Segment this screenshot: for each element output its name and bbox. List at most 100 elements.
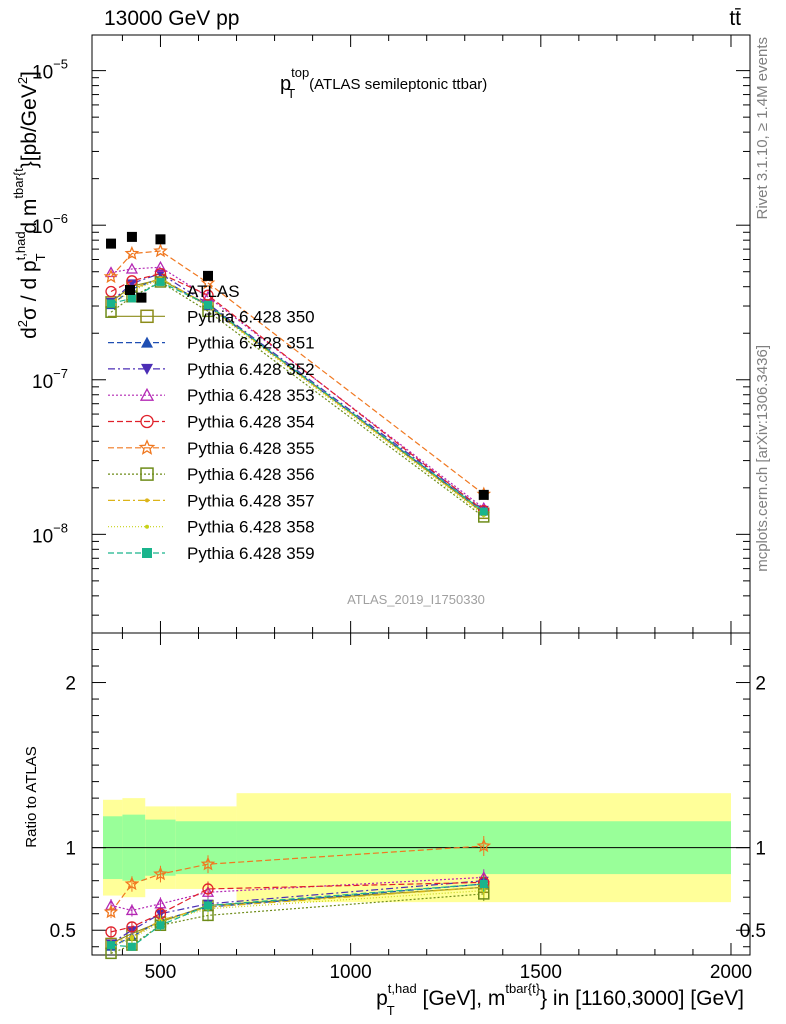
legend-label-1: Pythia 6.428 351 xyxy=(187,334,315,353)
mc-line-4 xyxy=(110,272,485,512)
ratio-tick-label-right: 1 xyxy=(755,839,766,860)
plot-title-sup: top xyxy=(291,65,309,80)
ratio-y-axis-label: Ratio to ATLAS xyxy=(23,746,40,847)
ratio-tick-label-left: 1 xyxy=(65,839,76,860)
mc-line-5 xyxy=(110,250,485,495)
ratio-plot-frame xyxy=(91,632,751,956)
mc-ratio-marker-9 xyxy=(479,879,488,888)
mc-ratio-marker-9 xyxy=(127,942,136,951)
legend-label-6: Pythia 6.428 356 xyxy=(187,465,315,484)
x-axis-label-end: } in [1160,3000] [GeV] xyxy=(540,987,744,1010)
y-tick-label: 10−7 xyxy=(32,366,68,393)
x-axis-label-mid: [GeV], m xyxy=(417,987,506,1010)
x-axis-label-sup: t,had xyxy=(388,981,417,996)
mc-marker-5 xyxy=(200,275,216,290)
legend-label-2: Pythia 6.428 352 xyxy=(187,360,315,379)
mc-ratio-marker-9 xyxy=(156,921,165,930)
legend-marker-0 xyxy=(140,309,154,324)
legend-marker-8 xyxy=(145,524,149,529)
mc-marker-9 xyxy=(156,277,165,286)
atlas-data-point xyxy=(136,292,147,303)
legend-marker-2 xyxy=(141,363,153,375)
mc-line-3 xyxy=(110,266,485,509)
x-axis-label: pt,had T [GeV], mtbar{t}} in [1160,3000] … xyxy=(376,981,744,1018)
mc-series-lines-ratio xyxy=(103,836,492,960)
legend-label-3: Pythia 6.428 353 xyxy=(187,386,315,405)
ratio-tick-label-left: 2 xyxy=(65,674,76,695)
legend-marker-atlas xyxy=(125,285,135,295)
atlas-data-point xyxy=(126,231,137,242)
y-tick-label: 10−6 xyxy=(32,211,68,238)
legend-marker-9 xyxy=(142,548,152,558)
mcplots-label: mcplots.cern.ch [arXiv:1306.3436] xyxy=(754,345,771,572)
atlas-data-point xyxy=(478,489,489,500)
legend-label-5: Pythia 6.428 355 xyxy=(187,439,315,458)
legend-label-7: Pythia 6.428 357 xyxy=(187,491,315,510)
x-axis-label-sup2: tbar{t} xyxy=(505,981,540,996)
x-tick-label: 1500 xyxy=(520,962,562,983)
mc-ratio-marker-5 xyxy=(153,866,168,881)
top-y-axis-ticks: 10−8 10−7 10−6 10−5 xyxy=(32,57,750,616)
x-tick-label: 500 xyxy=(145,962,177,983)
ratio-tick-label-right: 0.5 xyxy=(740,921,766,942)
mc-marker-4 xyxy=(202,289,214,301)
legend-label-8: Pythia 6.428 358 xyxy=(187,518,315,537)
mc-marker-9 xyxy=(127,294,136,303)
mc-ratio-marker-9 xyxy=(204,901,213,910)
plot-title-sub: T xyxy=(287,86,295,101)
x-axis-ticks: 500 1000 1500 2000 xyxy=(121,35,752,983)
mc-marker-9 xyxy=(479,507,488,516)
legend-marker-1 xyxy=(141,336,153,348)
legend-marker-3 xyxy=(139,387,155,401)
y-tick-label: 10−8 xyxy=(32,520,68,547)
mc-ratio-marker-5 xyxy=(103,904,119,919)
legend-marker-7 xyxy=(145,498,149,503)
plot-title: ptop T (ATLAS semileptonic ttbar) xyxy=(280,65,487,101)
mc-marker-9 xyxy=(107,299,116,308)
plot-title-rest: (ATLAS semileptonic ttbar) xyxy=(309,76,487,93)
mc-ratio-marker-3 xyxy=(125,904,139,916)
ratio-tick-label-right: 2 xyxy=(755,674,766,695)
mc-ratio-marker-4 xyxy=(202,883,214,895)
mc-marker-4 xyxy=(105,285,117,298)
mc-ratio-marker-5 xyxy=(200,856,216,871)
mc-marker-3 xyxy=(125,262,139,274)
mc-ratio-line-4 xyxy=(110,881,484,933)
top-y-axis-label: d2σ / d pt,had T d mtbar{t}[pb/GeV2] xyxy=(11,71,48,339)
mc-marker-5 xyxy=(124,245,140,260)
mc-ratio-line-2 xyxy=(110,880,484,944)
mc-line-6 xyxy=(110,281,485,518)
mc-marker-5 xyxy=(103,269,119,284)
x-axis-label-sub: T xyxy=(387,1003,395,1018)
legend-marker-6 xyxy=(140,467,154,481)
atlas-data-points xyxy=(106,231,489,500)
mc-ratio-marker-9 xyxy=(107,941,116,950)
mc-ratio-marker-5 xyxy=(124,876,140,891)
atlas-data-point xyxy=(106,238,117,249)
process-label: tt̄ xyxy=(729,7,741,30)
analysis-id: ATLAS_2019_I1750330 xyxy=(347,592,485,607)
ratio-tick-label-left: 0.5 xyxy=(50,921,76,942)
legend-marker-5 xyxy=(138,439,156,455)
mc-ratio-marker-4 xyxy=(105,926,117,938)
legend-label-4: Pythia 6.428 354 xyxy=(187,413,315,432)
x-axis-label-p: p xyxy=(376,987,388,1010)
legend-label-atlas: ATLAS xyxy=(187,282,240,301)
ratio-y-axis-ticks: 0.5 0.5 1 1 2 2 xyxy=(50,649,766,948)
mc-marker-5 xyxy=(153,243,168,258)
legend-marker-4 xyxy=(140,414,154,429)
mc-ratio-line-7 xyxy=(110,886,484,945)
atlas-data-point xyxy=(155,234,166,245)
mc-ratio-marker-4 xyxy=(126,921,138,933)
mc-ratio-marker-5 xyxy=(476,838,492,853)
energy-label: 13000 GeV pp xyxy=(104,7,239,30)
atlas-data-point xyxy=(203,270,214,281)
mc-marker-3 xyxy=(154,260,167,272)
mc-marker-9 xyxy=(204,300,213,309)
legend: ATLAS Pythia 6.428 350 Pythia 6.428 351 Pyt… xyxy=(108,282,315,563)
x-tick-label: 1000 xyxy=(329,962,371,983)
plot-title-p: p xyxy=(280,73,291,95)
y-tick-label: 10−5 xyxy=(32,57,68,84)
mc-series-lines-top xyxy=(103,243,492,523)
